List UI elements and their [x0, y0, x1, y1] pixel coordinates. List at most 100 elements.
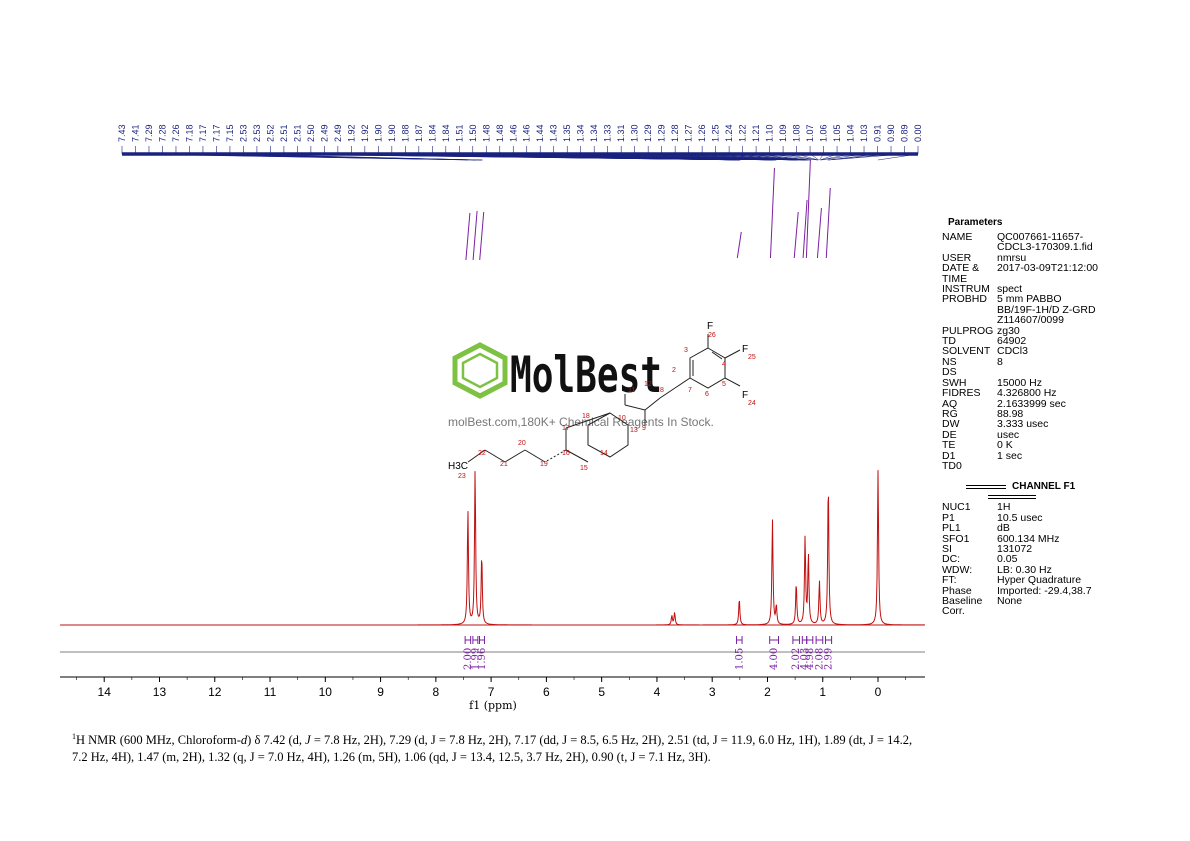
x-tick-label: 9	[377, 685, 384, 699]
param-row: WDW: LB: 0.30 Hz	[942, 564, 1182, 575]
integral-value: 2.00	[463, 648, 474, 670]
peak-label: 1.30	[630, 124, 640, 142]
param-key: SI	[942, 542, 952, 555]
param-key: SWH	[942, 376, 967, 389]
param-value: 131072	[997, 542, 1033, 555]
peak-label: 7.29	[144, 124, 154, 142]
atom-label: 25	[748, 354, 756, 361]
param-row: AQ 2.1633999 sec	[942, 398, 1182, 409]
caption-j: J	[305, 733, 311, 748]
peak-label: 7.18	[184, 124, 194, 142]
param-key: SFO1	[942, 532, 970, 545]
atom-label: 8	[660, 387, 664, 394]
peak-label: 1.88	[400, 124, 410, 142]
param-key: USER	[942, 251, 972, 264]
param-value: CDCL3-170309.1.fid	[997, 241, 1093, 254]
integral-curve	[736, 231, 742, 259]
param-row: PL1 dB	[942, 522, 1182, 535]
param-key: TE	[942, 439, 956, 452]
x-tick-label: 10	[319, 685, 333, 699]
integral-curve	[816, 207, 822, 259]
param-key: DW	[942, 418, 960, 431]
param-row: BB/19F-1H/D Z-GRD	[942, 304, 1182, 315]
integral-value: 2.02	[791, 648, 802, 670]
param-row: USER nmrsu	[942, 251, 1182, 264]
integral-curve	[465, 212, 471, 261]
integral-curve	[479, 211, 485, 261]
peak-label-leader	[729, 153, 810, 161]
peak-label-leader	[796, 153, 819, 161]
peak-label: 1.92	[346, 124, 356, 142]
spectrum-trace	[60, 470, 925, 626]
param-key: Phase	[942, 584, 972, 597]
atom-label: 14	[600, 450, 608, 457]
param-row: P1 10.5 usec	[942, 511, 1182, 524]
peak-label: 1.03	[859, 124, 869, 142]
param-row: NS 8	[942, 356, 1182, 367]
peak-label: 1.48	[481, 124, 491, 142]
peak-label: 1.25	[711, 124, 721, 142]
peak-label: 1.08	[792, 124, 802, 142]
param-key: DATE &	[942, 262, 980, 275]
peak-label: 1.07	[805, 124, 815, 142]
x-tick-label: 2	[764, 685, 771, 699]
peak-label: 1.06	[819, 124, 829, 142]
integral-value: 4.00	[769, 648, 780, 670]
integral-value: 1.05	[734, 648, 745, 670]
peak-label-leader	[769, 153, 818, 161]
integral-curve	[802, 199, 808, 259]
x-tick-label: 13	[153, 685, 167, 699]
param-value: zg30	[997, 324, 1020, 337]
peak-label: 0.91	[873, 124, 883, 142]
param-row: DE usec	[942, 429, 1182, 440]
caption-part-c: ) δ 7.42 (d,	[247, 733, 306, 748]
integral-curve	[805, 159, 811, 259]
peak-label-leader	[821, 153, 865, 161]
param-value: 1 sec	[997, 449, 1023, 462]
peak-label-leader	[820, 153, 851, 161]
param-value	[997, 606, 1182, 616]
param-value: 0 K	[997, 439, 1013, 452]
caption-part-b: d	[240, 733, 248, 748]
param-key: D1	[942, 449, 956, 462]
atom-label: 17	[562, 425, 570, 432]
peak-label: 1.29	[657, 124, 667, 142]
atom-label: 24	[748, 400, 756, 407]
atom-label: 23	[458, 473, 466, 480]
peak-label: 7.43	[117, 124, 127, 142]
channel-title: CHANNEL F1	[966, 481, 1182, 500]
nmr-caption: 1H NMR (600 MHz, Chloroform-d) δ 7.42 (d…	[72, 728, 922, 766]
channel-parameter-list: NUC1 1H P1 10.5 usec PL1 dB SFO1 600.134 MHz SI 1…	[942, 502, 1182, 617]
param-row: NUC1 1H	[942, 502, 1182, 513]
x-tick-label: 6	[543, 685, 550, 699]
peak-label-leader	[877, 153, 919, 161]
peak-label: 1.90	[387, 124, 397, 142]
param-row: FIDRES 4.326800 Hz	[942, 388, 1182, 399]
atom-label: 3	[684, 347, 688, 354]
param-key: PL1	[942, 522, 961, 535]
methyl-label: H3C	[448, 461, 468, 472]
param-key	[942, 305, 997, 315]
peak-label: 1.48	[495, 124, 505, 142]
peak-label: 1.51	[454, 124, 464, 142]
integral-curve	[825, 187, 831, 259]
parameters-title: Parameters	[948, 217, 1003, 228]
param-row: TD 64902	[942, 336, 1182, 347]
parameter-list: NAME QC007661-11657- CDCL3-170309.1.fid USE…	[942, 232, 1182, 472]
peak-label: 0.00	[913, 124, 923, 142]
param-value: 15000 Hz	[997, 376, 1042, 389]
x-tick-label: 3	[709, 685, 716, 699]
param-row: TE 0 K	[942, 439, 1182, 452]
peak-label: 1.24	[724, 124, 734, 142]
param-value: 10.5 usec	[997, 511, 1043, 524]
param-row: INSTRUM spect	[942, 284, 1182, 295]
peak-label: 2.51	[279, 124, 289, 142]
channel-title-text: CHANNEL F1	[1012, 481, 1076, 493]
atom-label: 10	[618, 415, 626, 422]
peak-label: 1.26	[697, 124, 707, 142]
x-axis: 14 13 12 11 10 9 8 7 6 5 4 3 2 1 0	[60, 624, 925, 699]
integral-curve	[793, 211, 799, 259]
peak-label-leader	[783, 153, 818, 161]
param-row: TD0	[942, 460, 1182, 471]
peak-label: 1.04	[846, 124, 856, 142]
